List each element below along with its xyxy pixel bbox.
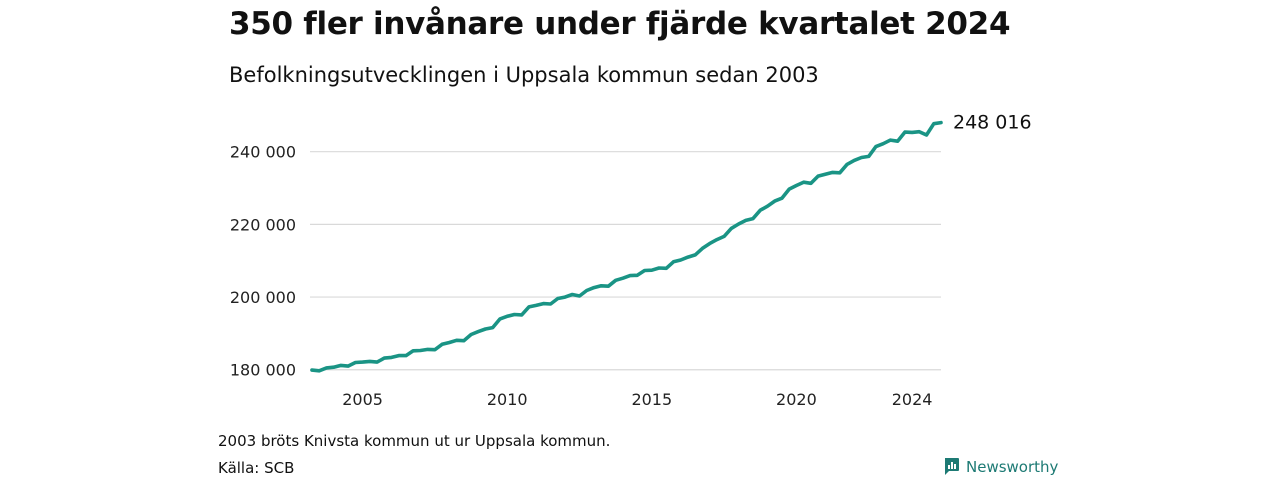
population-line — [310, 120, 943, 373]
chart-subtitle: Befolkningsutvecklingen i Uppsala kommun… — [229, 63, 819, 87]
series-layer: 248 016 — [310, 112, 1032, 373]
x-tick-label: 2005 — [342, 390, 383, 409]
chart-source: Källa: SCB — [218, 459, 295, 477]
end-value-label: 248 016 — [953, 112, 1032, 134]
grid-lines — [310, 151, 941, 371]
brand-logo: Newsworthy — [943, 457, 1058, 476]
chart-title: 350 fler invånare under fjärde kvartalet… — [229, 6, 1011, 42]
x-tick-label: 2010 — [487, 390, 528, 409]
x-tick-label: 2020 — [776, 390, 817, 409]
y-tick-label: 220 000 — [230, 215, 296, 234]
axis-labels: 180 000 200 000 220 000 240 000 2005 2010 2015… — [230, 143, 933, 409]
y-tick-label: 180 000 — [230, 361, 296, 380]
y-tick-label: 240 000 — [230, 143, 296, 162]
chart-footnote: 2003 bröts Knivsta kommun ut ur Uppsala … — [218, 432, 611, 450]
brand-name: Newsworthy — [966, 457, 1059, 476]
newsworthy-icon — [945, 458, 959, 475]
x-tick-label: 2024 — [892, 390, 933, 409]
x-tick-label: 2015 — [631, 390, 672, 409]
y-tick-label: 200 000 — [230, 288, 296, 307]
